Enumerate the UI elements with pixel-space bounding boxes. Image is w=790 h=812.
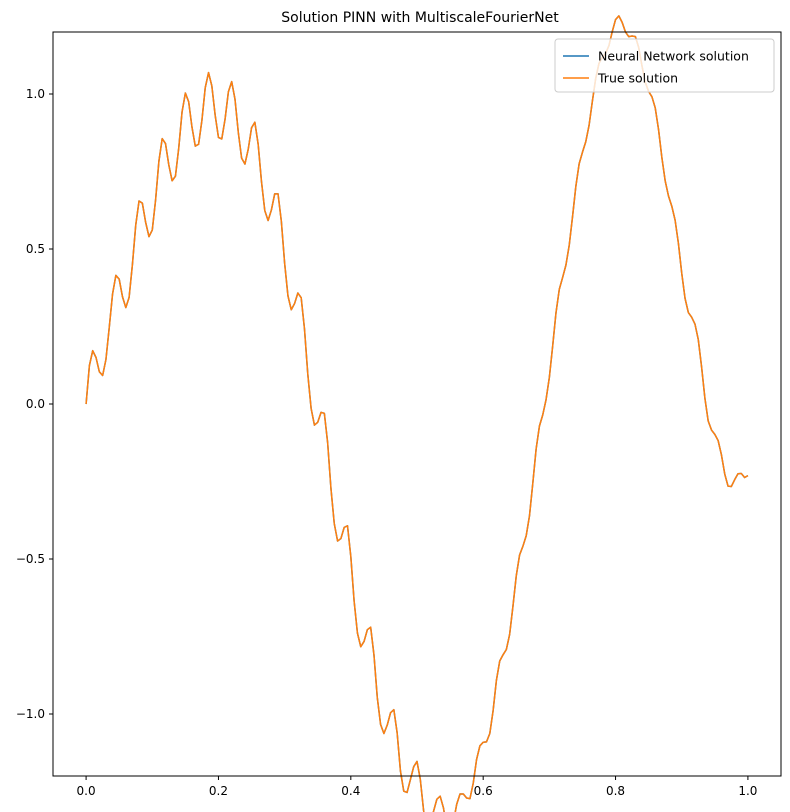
chart-title: Solution PINN with MultiscaleFourierNet [281,10,559,26]
legend: Neural Network solution True solution [554,38,775,93]
x-tick-label: 0.8 [606,784,625,798]
y-tick-label: 0.0 [26,397,45,411]
x-axis: 0.0 0.2 0.4 0.6 0.8 1.0 [77,776,757,798]
y-tick-label: 1.0 [26,87,45,101]
legend-label: True solution [597,71,678,86]
x-tick-label: 0.2 [209,784,228,798]
y-tick-label: −1.0 [16,707,45,721]
x-tick-label: 1.0 [738,784,757,798]
y-tick-label: 0.5 [26,242,45,256]
legend-label: Neural Network solution [598,49,749,64]
x-tick-label: 0.0 [77,784,96,798]
x-tick-label: 0.6 [474,784,493,798]
axes-frame [52,31,782,777]
legend-box [554,38,775,93]
x-tick-label: 0.4 [341,784,360,798]
y-tick-label: −0.5 [16,552,45,566]
y-axis: 1.0 0.5 0.0 −0.5 −1.0 [16,87,53,721]
